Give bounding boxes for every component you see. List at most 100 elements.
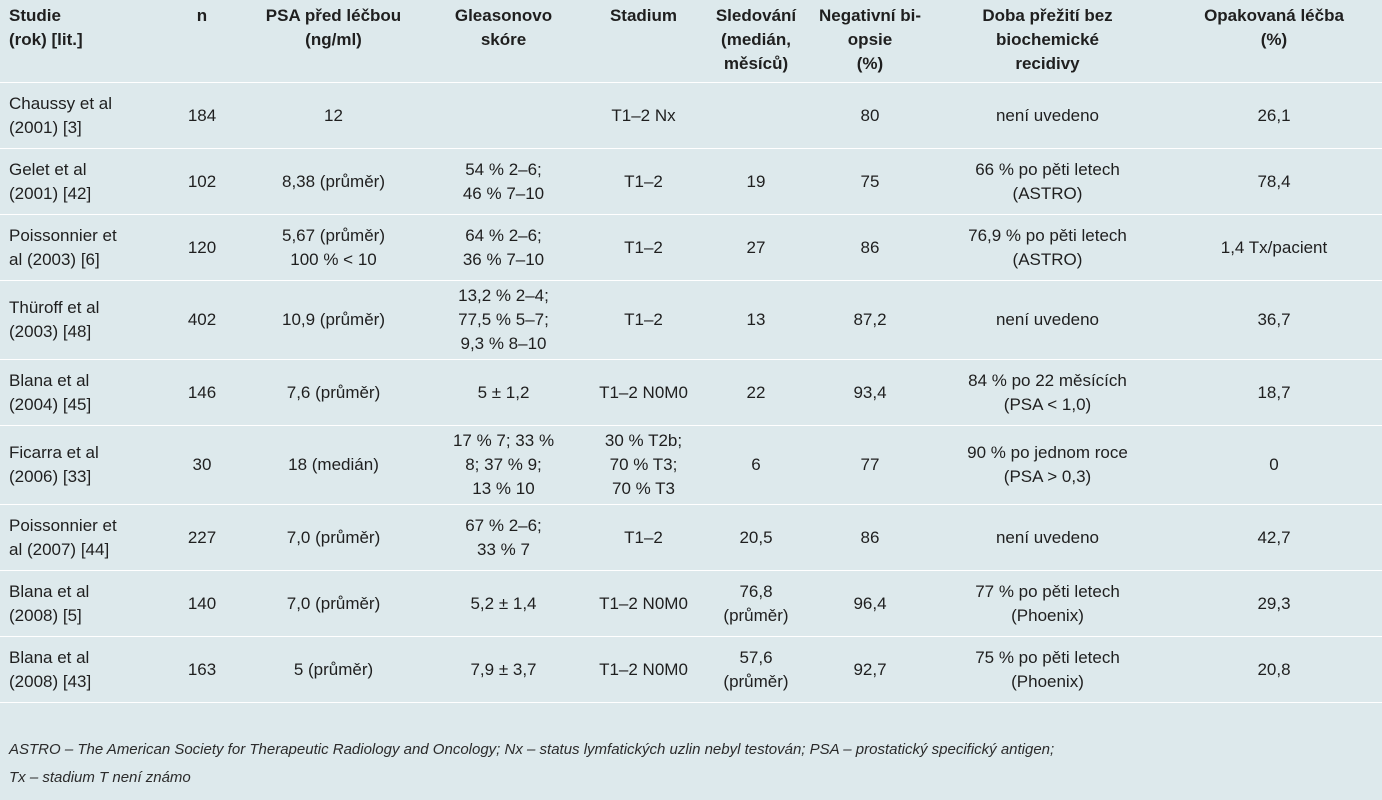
table-cell: 402 (158, 280, 246, 360)
table-cell: 30 (158, 425, 246, 505)
table-cell: T1–2 N0M0 (586, 359, 701, 426)
footnote-line: ASTRO – The American Society for Therape… (9, 741, 1055, 758)
table-cell: 86 (811, 504, 929, 571)
table-cell: 77 (811, 425, 929, 505)
table-cell: 77 % po pěti letech (Phoenix) (929, 570, 1166, 637)
table-cell: 22 (701, 359, 811, 426)
table-cell: 13 (701, 280, 811, 360)
table-row: Poissonnier et al (2003) [6] 120 5,67 (p… (0, 214, 1382, 281)
table-row: Blana et al (2008) [5] 140 7,0 (průměr) … (0, 570, 1382, 637)
header-cell: Studie (rok) [lit.] (0, 0, 158, 83)
header-cell: Opakovaná léčba (%) (1166, 0, 1382, 83)
table-cell: 163 (158, 636, 246, 703)
table-cell: 80 (811, 82, 929, 149)
table-cell: 146 (158, 359, 246, 426)
table-cell: 27 (701, 214, 811, 281)
table-cell: 26,1 (1166, 82, 1382, 149)
table-row: Blana et al (2008) [43] 163 5 (průměr) 7… (0, 636, 1382, 703)
table-cell: není uvedeno (929, 82, 1166, 149)
table-cell: 66 % po pěti letech (ASTRO) (929, 148, 1166, 215)
table-cell: 7,9 ± 3,7 (421, 636, 586, 703)
table-cell: Poissonnier et al (2003) [6] (0, 214, 158, 281)
footnote-line: Tx – stadium T není známo (9, 769, 191, 786)
table-cell (701, 82, 811, 149)
table-cell: Blana et al (2008) [43] (0, 636, 158, 703)
table-cell: 19 (701, 148, 811, 215)
table-cell: 20,5 (701, 504, 811, 571)
header-cell: Negativní bi- opsie (%) (811, 0, 929, 83)
table-cell: T1–2 (586, 214, 701, 281)
table-cell: 7,0 (průměr) (246, 504, 421, 571)
table-cell: 67 % 2–6; 33 % 7 (421, 504, 586, 571)
table-cell: Poissonnier et al (2007) [44] (0, 504, 158, 571)
table-cell: 5 (průměr) (246, 636, 421, 703)
table-cell: 120 (158, 214, 246, 281)
header-cell: Sledování (medián, měsíců) (701, 0, 811, 83)
table-cell: 20,8 (1166, 636, 1382, 703)
table-cell: Gelet et al (2001) [42] (0, 148, 158, 215)
table-cell: 102 (158, 148, 246, 215)
table-cell: 75 (811, 148, 929, 215)
header-cell: PSA před léčbou (ng/ml) (246, 0, 421, 83)
table-cell: 184 (158, 82, 246, 149)
study-table: Studie (rok) [lit.] n PSA před léčbou (n… (0, 0, 1382, 703)
table-cell: 13,2 % 2–4; 77,5 % 5–7; 9,3 % 8–10 (421, 280, 586, 360)
table-cell: 12 (246, 82, 421, 149)
header-cell: Stadium (586, 0, 701, 83)
table-cell: 29,3 (1166, 570, 1382, 637)
table-cell: 18 (medián) (246, 425, 421, 505)
table-cell: 78,4 (1166, 148, 1382, 215)
table-cell: 18,7 (1166, 359, 1382, 426)
table-cell: 92,7 (811, 636, 929, 703)
header-cell: Doba přežití bez biochemické recidivy (929, 0, 1166, 83)
table-cell: 75 % po pěti letech (Phoenix) (929, 636, 1166, 703)
table-cell: 42,7 (1166, 504, 1382, 571)
table-cell: Chaussy et al (2001) [3] (0, 82, 158, 149)
table-cell: T1–2 Nx (586, 82, 701, 149)
table-cell: 7,6 (průměr) (246, 359, 421, 426)
table-cell: T1–2 N0M0 (586, 636, 701, 703)
table-cell: 0 (1166, 425, 1382, 505)
table-cell: Thüroff et al (2003) [48] (0, 280, 158, 360)
table-row: Thüroff et al (2003) [48] 402 10,9 (prům… (0, 280, 1382, 360)
table-cell: 57,6 (průměr) (701, 636, 811, 703)
header-cell: Gleasonovo skóre (421, 0, 586, 83)
table-cell: 5,2 ± 1,4 (421, 570, 586, 637)
table-cell: 7,0 (průměr) (246, 570, 421, 637)
header-cell: n (158, 0, 246, 83)
table-cell: 5,67 (průměr) 100 % < 10 (246, 214, 421, 281)
table-cell: 36,7 (1166, 280, 1382, 360)
table-cell: 86 (811, 214, 929, 281)
table-footnote: ASTRO – The American Society for Therape… (9, 736, 1369, 792)
table-cell: 87,2 (811, 280, 929, 360)
table-cell: 76,9 % po pěti letech (ASTRO) (929, 214, 1166, 281)
table-row: Blana et al (2004) [45] 146 7,6 (průměr)… (0, 359, 1382, 426)
table-cell: 140 (158, 570, 246, 637)
table-row: Ficarra et al (2006) [33] 30 18 (medián)… (0, 425, 1382, 505)
table-cell: 10,9 (průměr) (246, 280, 421, 360)
table-cell: není uvedeno (929, 280, 1166, 360)
table-row: Poissonnier et al (2007) [44] 227 7,0 (p… (0, 504, 1382, 571)
table-cell: 76,8 (průměr) (701, 570, 811, 637)
table-cell: 54 % 2–6; 46 % 7–10 (421, 148, 586, 215)
table-cell: 17 % 7; 33 % 8; 37 % 9; 13 % 10 (421, 425, 586, 505)
table-cell: T1–2 (586, 504, 701, 571)
table-cell (421, 82, 586, 149)
table-cell: není uvedeno (929, 504, 1166, 571)
table-cell: 84 % po 22 měsících (PSA < 1,0) (929, 359, 1166, 426)
table-cell: Blana et al (2008) [5] (0, 570, 158, 637)
table-cell: T1–2 N0M0 (586, 570, 701, 637)
table-cell: Ficarra et al (2006) [33] (0, 425, 158, 505)
table-cell: 96,4 (811, 570, 929, 637)
table-cell: 6 (701, 425, 811, 505)
table-row: Chaussy et al (2001) [3] 184 12 T1–2 Nx … (0, 82, 1382, 149)
table-cell: 5 ± 1,2 (421, 359, 586, 426)
table-cell: 1,4 Tx/pacient (1166, 214, 1382, 281)
table-cell: 93,4 (811, 359, 929, 426)
table-row: Gelet et al (2001) [42] 102 8,38 (průměr… (0, 148, 1382, 215)
header-row: Studie (rok) [lit.] n PSA před léčbou (n… (0, 0, 1382, 83)
table-cell: T1–2 (586, 280, 701, 360)
table-cell: 227 (158, 504, 246, 571)
table-cell: 8,38 (průměr) (246, 148, 421, 215)
